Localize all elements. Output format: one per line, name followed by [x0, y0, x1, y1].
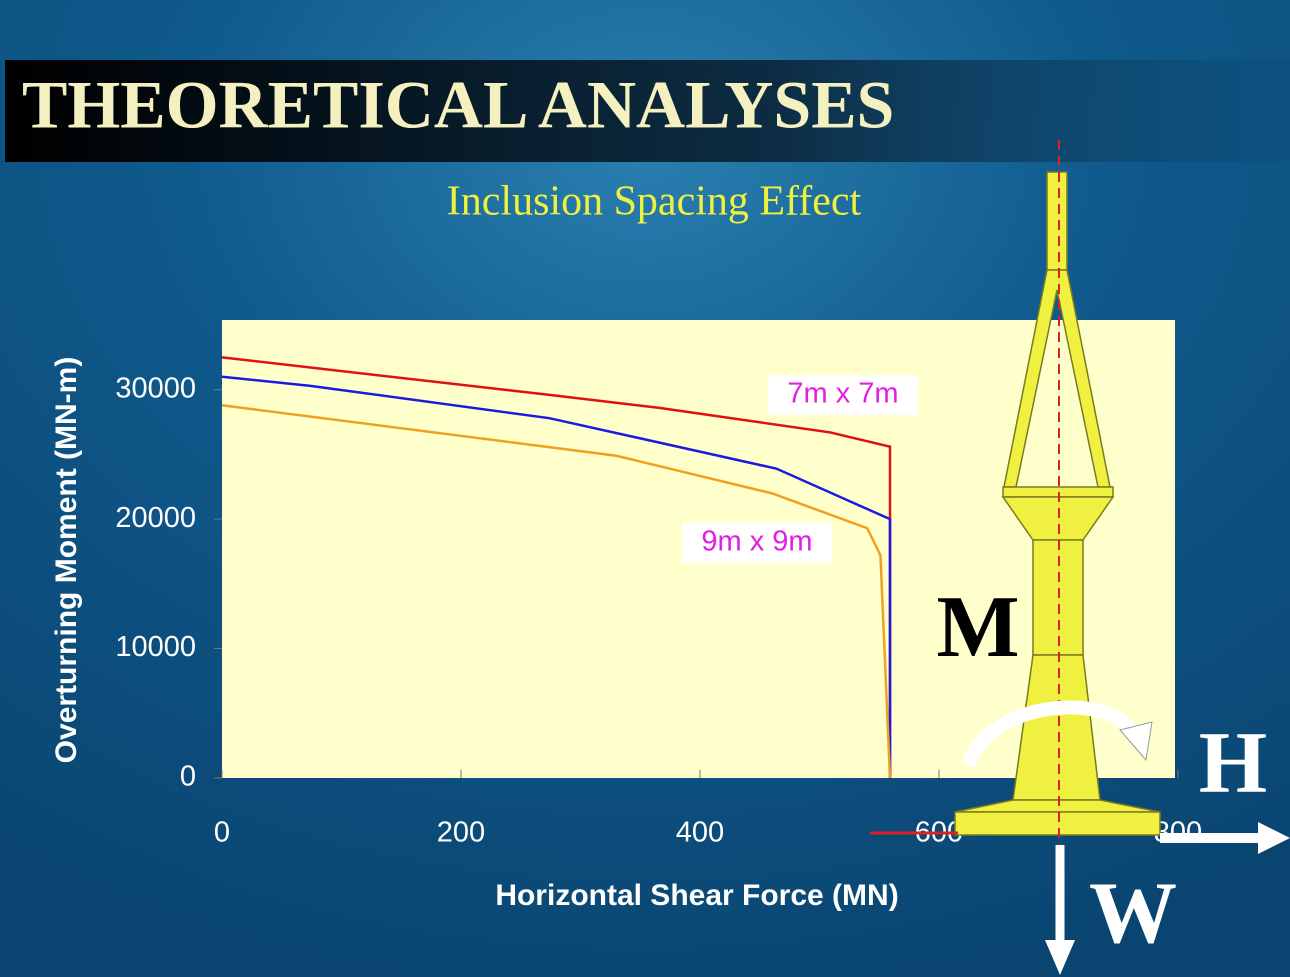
slide: THEORETICAL ANALYSES Inclusion Spacing E… [0, 0, 1290, 977]
moment-label: M [936, 579, 1019, 676]
x-tick-label: 200 [437, 817, 485, 849]
slide-title: THEORETICAL ANALYSES [22, 67, 894, 143]
series-label: 9m x 9m [701, 526, 812, 558]
y-axis-label: Overturning Moment (MN-m) [50, 357, 83, 764]
y-tick-label: 30000 [115, 372, 196, 404]
y-tick-label: 10000 [115, 631, 196, 663]
page: {"chart_data": {"type": "line", "title":… [0, 0, 1290, 977]
y-tick-label: 20000 [115, 502, 196, 534]
weight-label: W [1089, 865, 1177, 962]
shear-label: H [1199, 715, 1267, 812]
series-label: 7m x 7m [787, 378, 898, 410]
x-tick-label: 0 [214, 817, 230, 849]
subtitle: Inclusion Spacing Effect [447, 179, 862, 225]
x-tick-label: 400 [676, 817, 724, 849]
x-tick-label: 800 [1154, 817, 1202, 849]
x-axis-label: Horizontal Shear Force (MN) [495, 879, 898, 912]
y-tick-label: 0 [180, 761, 196, 793]
